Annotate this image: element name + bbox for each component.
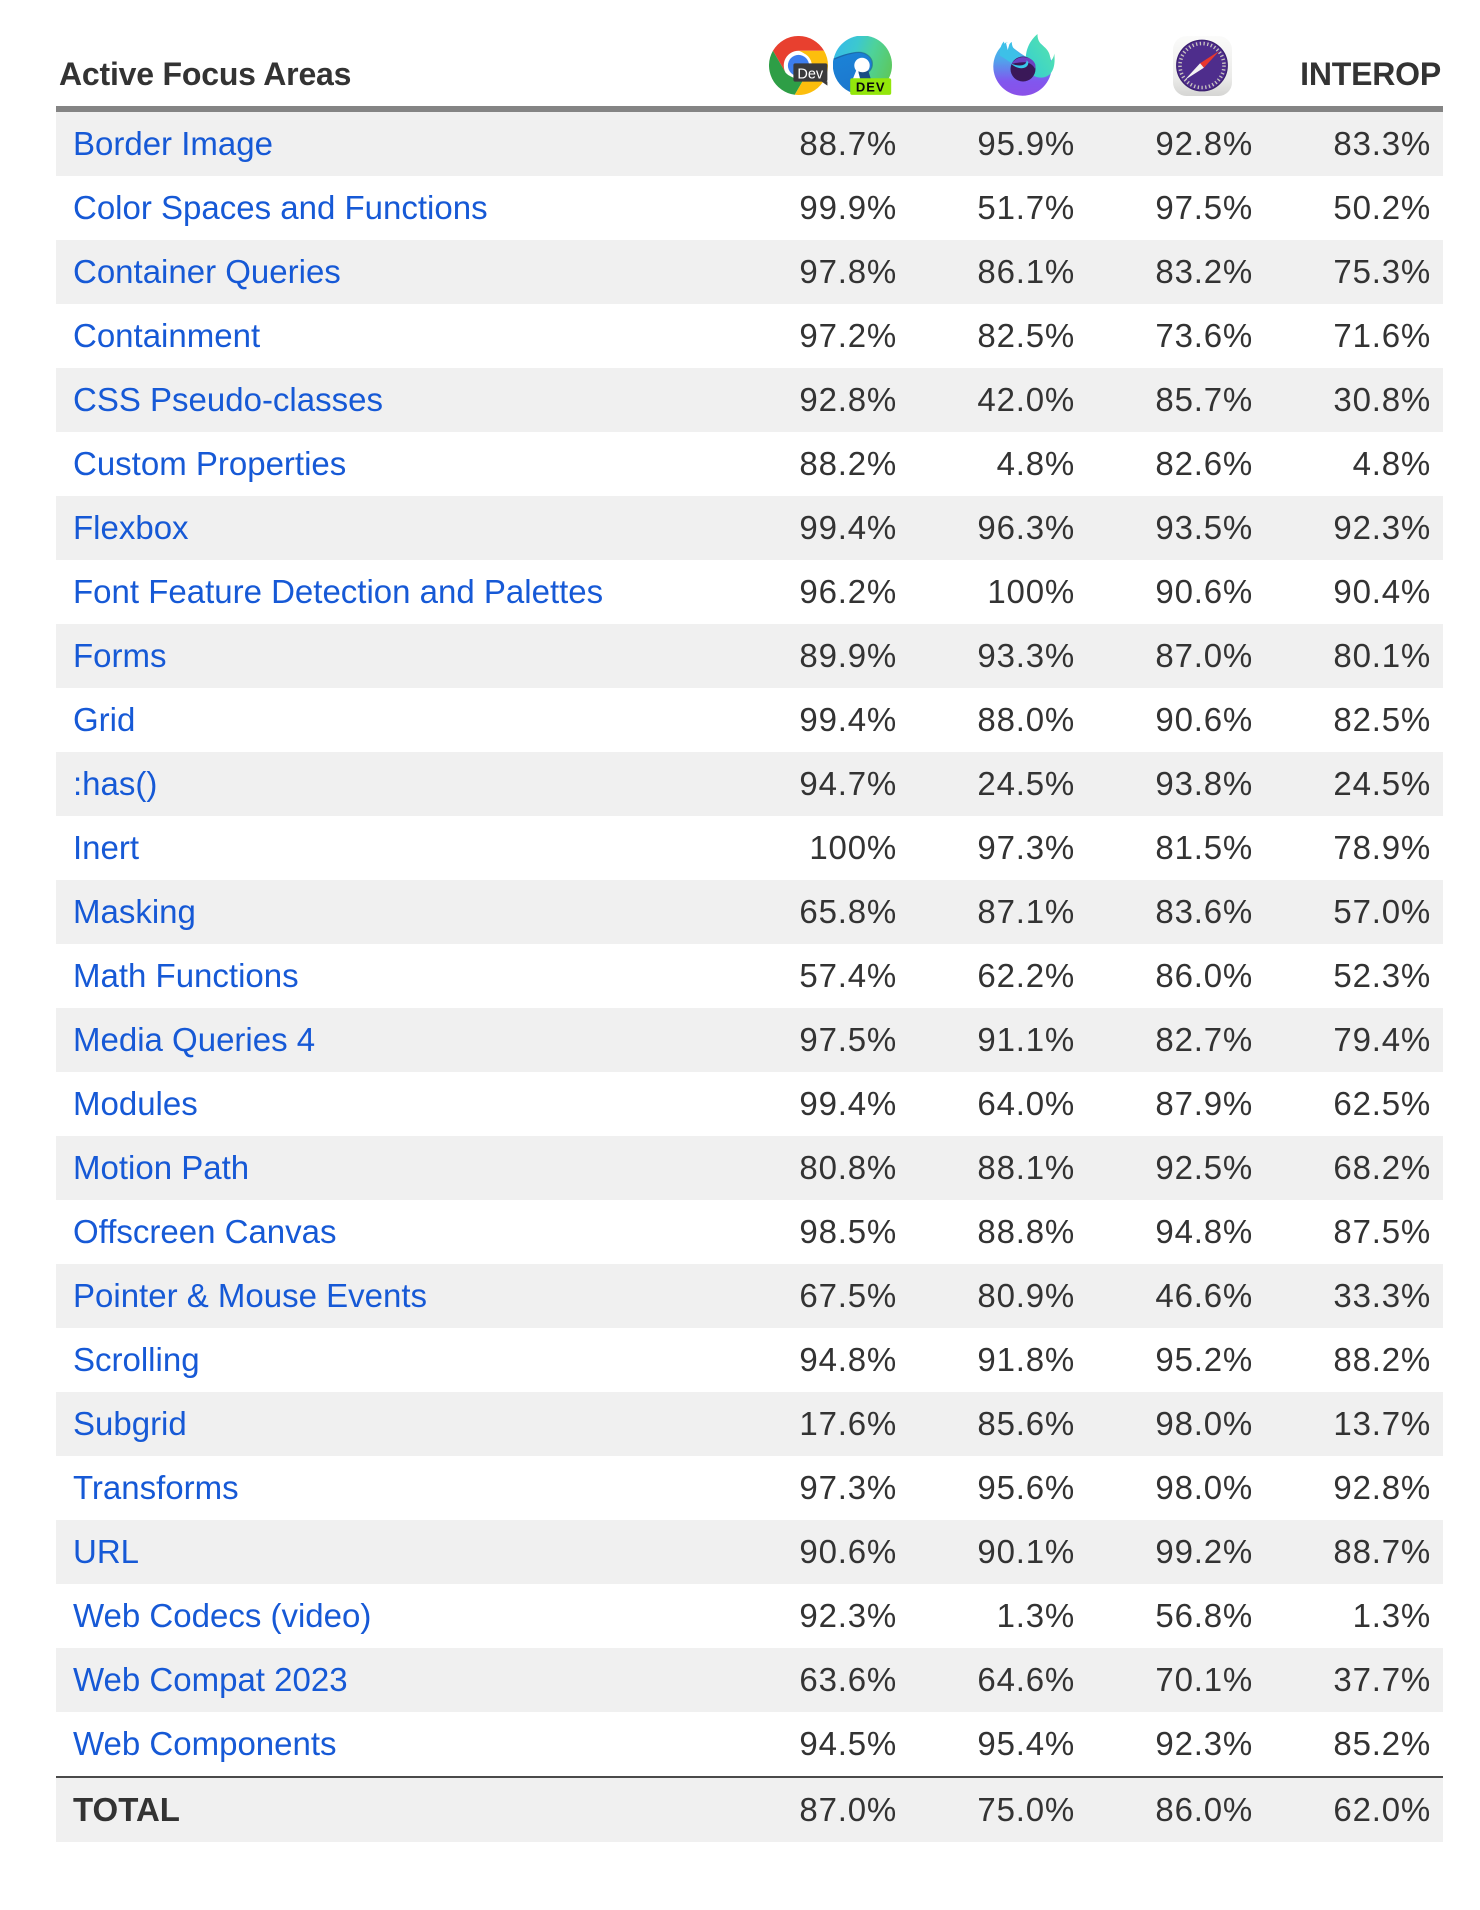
svg-text:Dev: Dev: [797, 66, 824, 82]
svg-text:DEV: DEV: [856, 80, 886, 95]
